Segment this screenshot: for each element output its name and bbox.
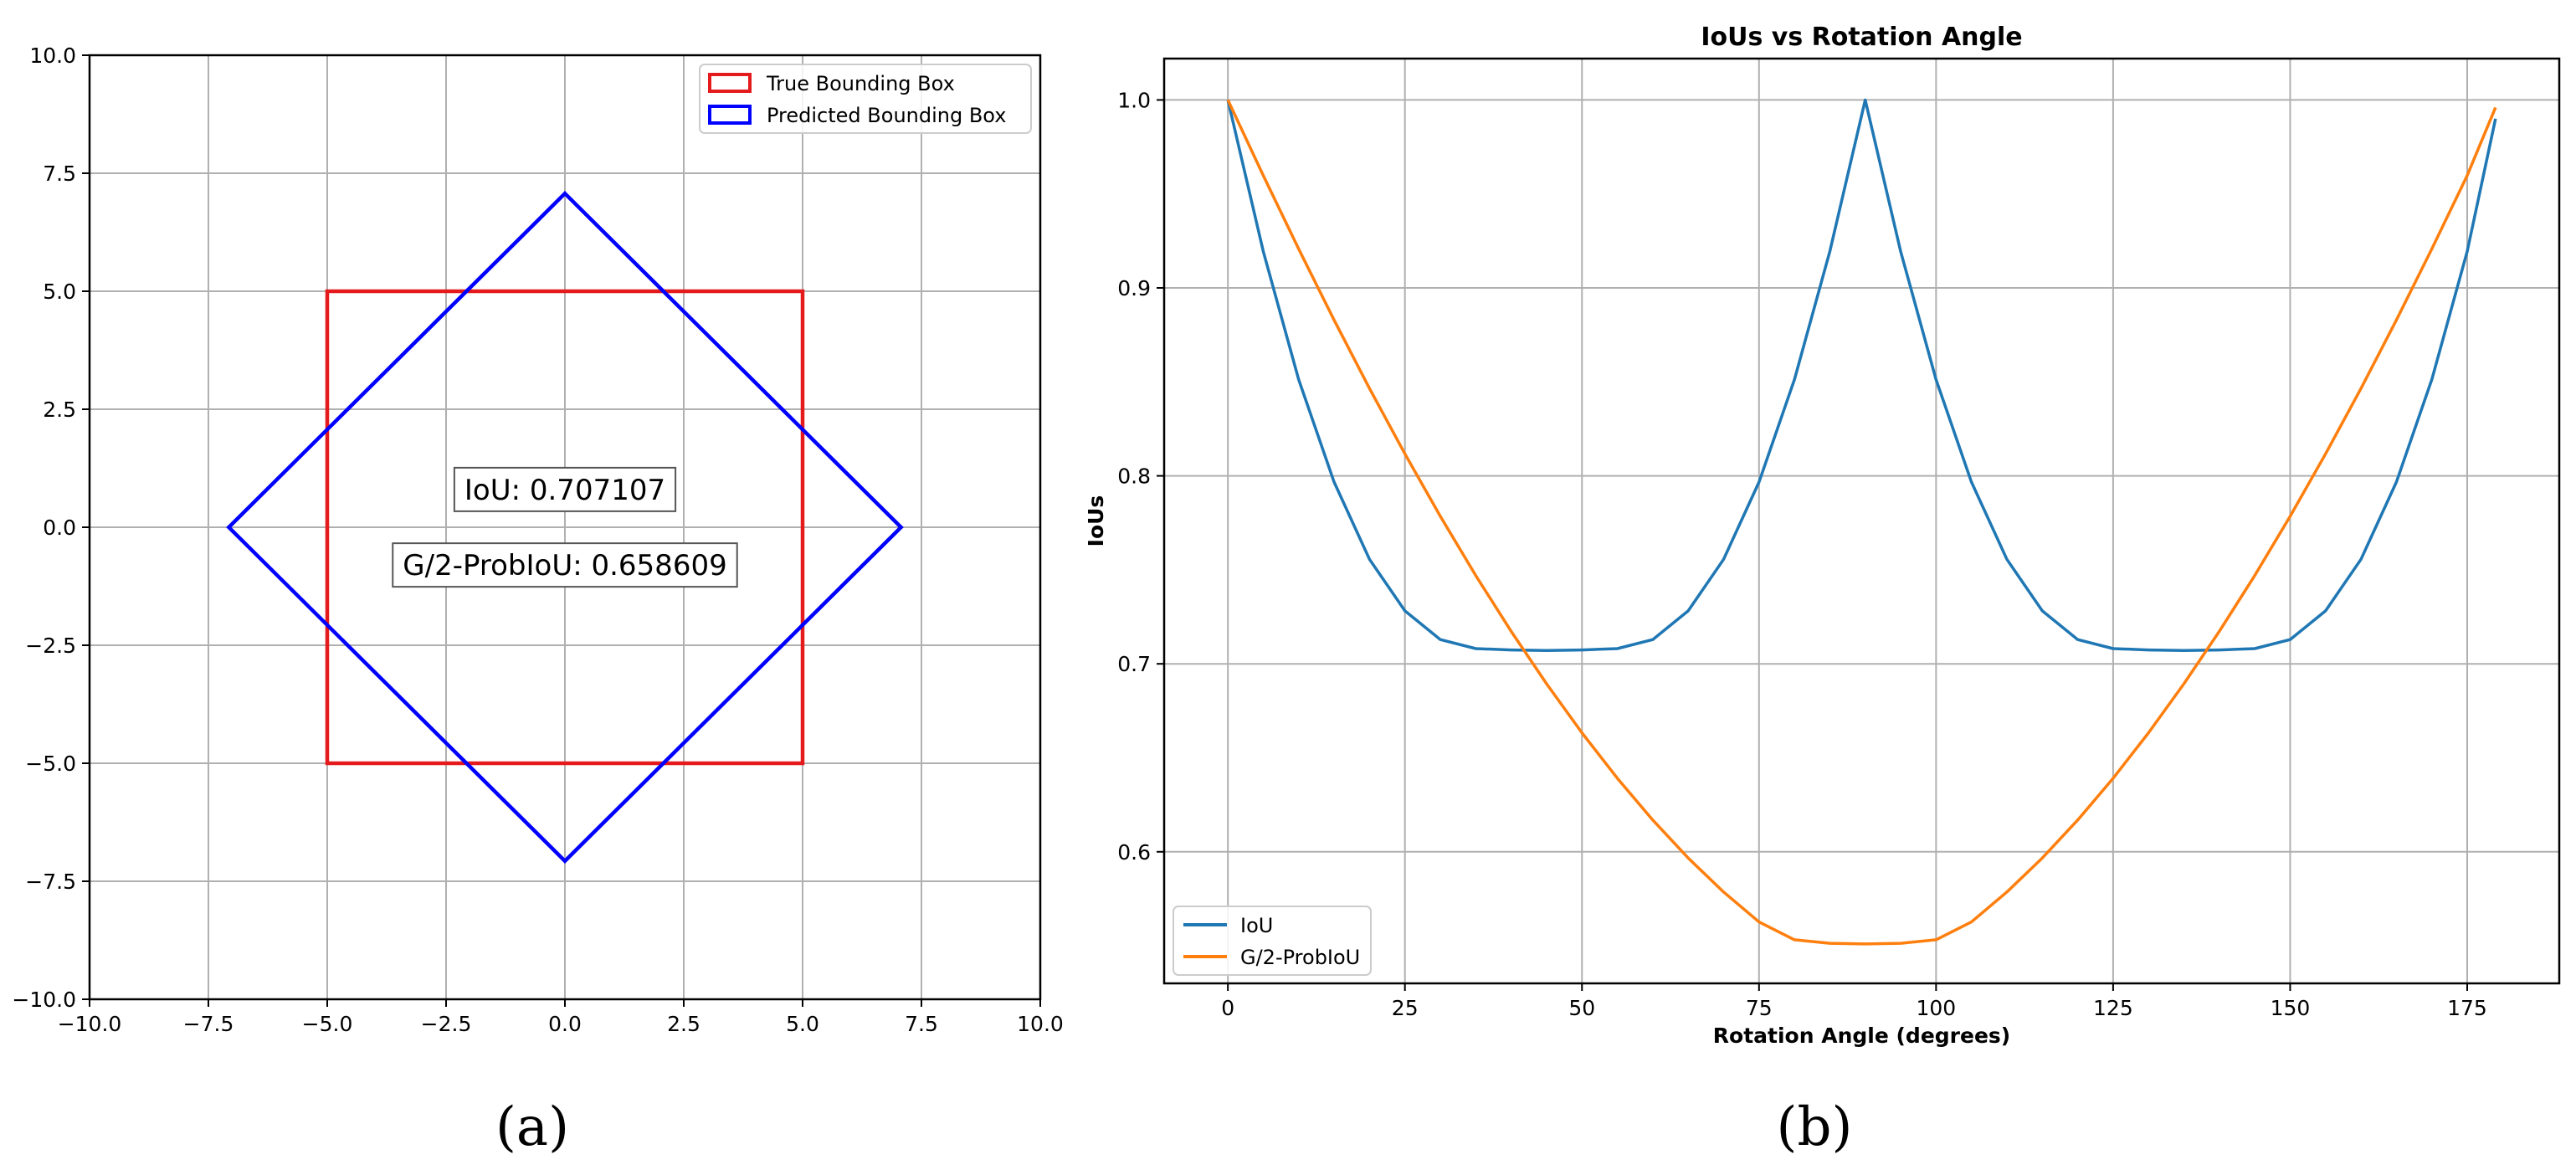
legend-swatch	[708, 73, 752, 93]
panel-b-x-axis-label: Rotation Angle (degrees)	[1713, 1024, 2010, 1048]
y-tick-label: −5.0	[25, 752, 76, 776]
panel-b-series	[1226, 98, 2497, 946]
legend-swatch	[708, 105, 752, 125]
panel-a-label: (a)	[495, 1096, 569, 1158]
y-tick-label: −7.5	[25, 870, 76, 894]
x-tick-label: −5.0	[302, 1012, 353, 1036]
annotation-text: G/2-ProbIoU: 0.658609	[403, 549, 726, 582]
legend-entry-label: Predicted Bounding Box	[767, 104, 1006, 127]
true-bounding-box	[325, 289, 805, 766]
y-tick-label: 0.6	[1117, 840, 1151, 865]
x-tick-label: −7.5	[183, 1012, 234, 1036]
panel-a-annotations: IoU: 0.707107 G/2-ProbIoU: 0.658609	[392, 466, 738, 588]
y-tick-label: −10.0	[12, 988, 76, 1012]
iou-series-line	[1226, 98, 2497, 652]
annotation-box	[453, 466, 677, 512]
legend-frame	[699, 64, 1032, 134]
x-tick-label: 5.0	[786, 1012, 819, 1036]
x-tick-label: 125	[2093, 996, 2133, 1020]
panel-b-grid	[1164, 59, 2559, 983]
legend-entry-label: True Bounding Box	[766, 72, 955, 95]
x-tick-label: 10.0	[1017, 1012, 1064, 1036]
y-tick-label: 0.0	[43, 516, 76, 540]
x-tick-label: 150	[2271, 996, 2311, 1020]
y-tick-label: −2.5	[25, 634, 76, 658]
x-tick-label: 2.5	[667, 1012, 700, 1036]
annotation-text: IoU: 0.707107	[464, 474, 665, 507]
g2-probiou-series-line	[1226, 99, 2497, 946]
x-tick-label: 25	[1392, 996, 1419, 1020]
x-tick-label: 50	[1568, 996, 1595, 1020]
legend-entry-label: IoU	[1240, 914, 1273, 937]
x-tick-label: −10.0	[58, 1012, 122, 1036]
panel-b-line-chart: IoUs vs Rotation Angle 0 25 50 75 100 125 150 1…	[1084, 23, 2561, 1158]
panel-a-legend: True Bounding Box Predicted Bounding Box	[699, 64, 1032, 134]
y-tick-label: 0.7	[1117, 652, 1151, 676]
x-tick-label: 0	[1221, 996, 1234, 1020]
y-tick-label: 7.5	[43, 162, 76, 186]
y-tick-label: 0.8	[1117, 464, 1151, 489]
x-tick-label: −2.5	[421, 1012, 472, 1036]
panel-a-ticks: −10.0 −7.5 −5.0 −2.5 0.0 2.5 5.0 7.5 10.0 −10.0 −7…	[12, 44, 1063, 1036]
annotation-0: IoU: 0.707107	[453, 466, 677, 512]
y-tick-label: 2.5	[43, 398, 76, 422]
y-tick-label: 1.0	[1117, 88, 1151, 112]
x-tick-label: 175	[2447, 996, 2487, 1020]
panel-b-y-axis-label: IoUs	[1084, 495, 1108, 547]
panel-b-title: IoUs vs Rotation Angle	[1701, 23, 2022, 52]
x-tick-label: 7.5	[905, 1012, 938, 1036]
x-tick-label: 0.0	[548, 1012, 582, 1036]
legend-entry-label: G/2-ProbIoU	[1240, 946, 1360, 969]
y-tick-label: 10.0	[29, 44, 76, 68]
predicted-bounding-box	[226, 191, 904, 864]
annotation-1: G/2-ProbIoU: 0.658609	[392, 542, 738, 588]
x-tick-label: 100	[1916, 996, 1956, 1020]
x-tick-label: 75	[1746, 996, 1773, 1020]
panel-b-axes-frame	[1162, 57, 2561, 985]
annotation-box	[392, 542, 738, 588]
panel-b-ticks: 0 25 50 75 100 125 150 175 0.6 0.7 0.8 0.9 1.0	[1117, 88, 2487, 1020]
y-tick-label: 5.0	[43, 280, 76, 304]
y-tick-label: 0.9	[1117, 276, 1151, 300]
panel-a-boxes	[226, 191, 904, 864]
panel-a-box-plot: IoU: 0.707107 G/2-ProbIoU: 0.658609 −10.0…	[12, 44, 1063, 1158]
panel-b-label: (b)	[1777, 1096, 1853, 1158]
panel-b-legend: IoU G/2-ProbIoU	[1173, 906, 1372, 976]
